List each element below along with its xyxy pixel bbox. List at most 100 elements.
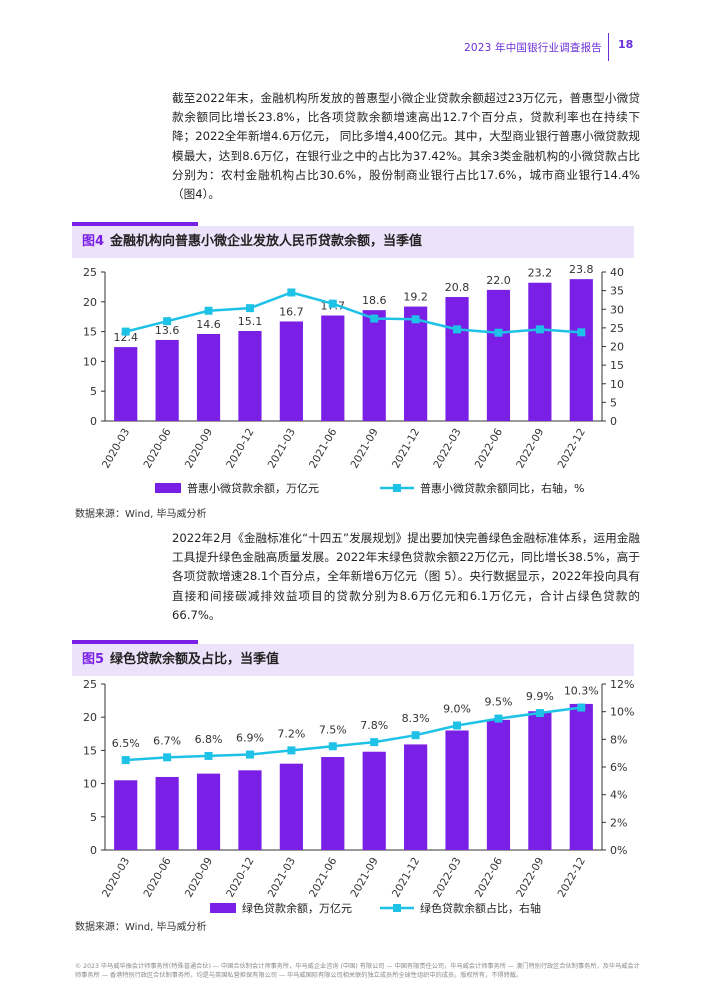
- x-axis-tick-label: 2021-06: [307, 855, 339, 899]
- right-axis-tick-label: 12%: [610, 678, 634, 691]
- bar: [155, 339, 179, 421]
- line-data-label: 7.2%: [277, 727, 305, 740]
- right-axis-tick-label: 2%: [610, 816, 627, 829]
- line-marker: [245, 750, 254, 759]
- x-axis-tick-label: 2021-12: [390, 427, 422, 471]
- right-axis-tick-label: 10: [610, 378, 624, 391]
- right-axis-tick-label: 10%: [610, 706, 634, 719]
- left-axis-tick-label: 20: [83, 711, 97, 724]
- bar: [196, 333, 221, 421]
- line-marker: [370, 314, 379, 323]
- bar-data-label: 23.2: [528, 267, 553, 280]
- x-axis-tick-label: 2020-12: [224, 427, 256, 471]
- left-axis-tick-label: 0: [90, 844, 97, 857]
- bar: [445, 730, 469, 850]
- bar: [321, 315, 345, 421]
- line-marker: [121, 756, 130, 765]
- line-marker: [287, 288, 296, 297]
- figure5-number: 图5: [82, 652, 105, 667]
- line-marker: [287, 746, 296, 755]
- bar-data-label: 18.6: [362, 294, 387, 307]
- x-axis-tick-label: 2021-03: [266, 856, 298, 900]
- bar: [528, 282, 552, 421]
- bar: [404, 306, 428, 421]
- line-marker: [411, 315, 420, 324]
- line-marker: [535, 325, 544, 334]
- legend-bar-swatch: [155, 483, 181, 493]
- bar-data-label: 22.0: [486, 274, 511, 287]
- left-axis-tick-label: 10: [83, 778, 97, 791]
- figure5-chart: 0 5 10 15 20 25 0% 2% 4% 6% 8% 10% 12% 6.5% 6.7% 6.8% 6.…: [83, 678, 634, 914]
- bar: [486, 719, 511, 850]
- line-marker: [577, 703, 586, 712]
- x-axis-tick-label: 2020-09: [183, 427, 215, 471]
- line-data-label: 10.3%: [564, 685, 599, 698]
- x-axis-tick-label: 2022-06: [473, 426, 505, 470]
- line-marker: [453, 721, 462, 730]
- right-axis-tick-label: 0%: [610, 844, 627, 857]
- bar-data-label: 20.8: [445, 281, 470, 294]
- figure4-title: 金融机构向普惠小微企业发放人民币贷款余额，当季值: [110, 234, 423, 249]
- line-data-label: 9.0%: [443, 703, 471, 716]
- bar: [362, 751, 386, 850]
- x-axis-tick-label: 2020-03: [100, 856, 132, 900]
- figure5-source: 数据来源：Wind, 毕马威分析: [75, 922, 207, 933]
- x-axis-tick-label: 2022-09: [514, 427, 546, 471]
- line-data-label: 8.3%: [402, 712, 430, 725]
- left-axis-tick-label: 25: [83, 266, 97, 279]
- left-axis-tick-label: 0: [90, 415, 97, 428]
- figure5-heading: 图5 绿色贷款余额及占比，当季值: [72, 644, 634, 676]
- right-axis-tick-label: 40: [610, 266, 624, 279]
- legend-line-marker: [393, 904, 401, 912]
- line-marker: [370, 738, 379, 747]
- right-axis-tick-label: 0: [610, 415, 617, 428]
- left-axis-tick-label: 25: [83, 678, 97, 691]
- left-axis-tick-label: 10: [83, 355, 97, 368]
- left-axis-tick-label: 15: [83, 744, 97, 757]
- left-axis-tick-label: 15: [83, 326, 97, 339]
- footer-copyright: © 2023 毕马威华振会计师事务所(特殊普通合伙) — 中国合伙制会计师事务所…: [75, 963, 640, 979]
- bar: [279, 763, 303, 850]
- line-marker: [121, 327, 130, 336]
- figure4-heading: 图4 金融机构向普惠小微企业发放人民币贷款余额，当季值: [72, 226, 634, 258]
- x-axis-tick-label: 2021-09: [348, 427, 380, 471]
- x-axis-tick-label: 2022-09: [514, 856, 546, 900]
- legend-bar-label: 绿色贷款余额，万亿元: [242, 901, 352, 914]
- bar: [238, 770, 262, 850]
- bar: [486, 289, 511, 421]
- line-data-label: 7.5%: [319, 723, 347, 736]
- right-axis-tick-label: 30: [610, 303, 624, 316]
- paragraph-green-loans: 2022年2月《金融标准化“十四五”发展规划》提出要加快完善绿色金融标准体系，运…: [172, 531, 640, 622]
- x-axis-tick-label: 2022-12: [556, 856, 588, 900]
- x-axis-tick-label: 2021-09: [348, 856, 380, 900]
- x-axis-tick-label: 2020-06: [141, 855, 173, 899]
- x-axis-tick-label: 2022-03: [431, 427, 463, 471]
- bar: [238, 331, 262, 421]
- bar: [569, 279, 593, 421]
- bar: [279, 321, 303, 421]
- x-axis-tick-label: 2022-03: [431, 856, 463, 900]
- figure4-source: 数据来源：Wind, 毕马威分析: [75, 509, 207, 520]
- right-axis-tick-label: 35: [610, 285, 624, 298]
- line-marker: [535, 709, 544, 718]
- legend-line-label: 绿色贷款余额占比，右轴: [420, 901, 541, 914]
- line-marker: [163, 317, 172, 326]
- line-marker: [453, 325, 462, 334]
- left-axis-tick-label: 20: [83, 296, 97, 309]
- figure4-top-bar: [72, 222, 198, 226]
- bar: [114, 780, 138, 850]
- bar-data-label: 23.8: [569, 263, 594, 276]
- x-axis-tick-label: 2022-06: [473, 855, 505, 899]
- report-header-title: 2023 年中国银行业调查报告: [463, 42, 602, 54]
- figure4-number: 图4: [82, 234, 105, 249]
- line-series: [125, 706, 582, 762]
- bar: [445, 297, 469, 421]
- line-marker: [411, 731, 420, 740]
- line-marker: [163, 753, 172, 762]
- legend-line-marker: [393, 484, 401, 492]
- x-axis-tick-label: 2020-03: [100, 427, 132, 471]
- bar: [528, 711, 552, 850]
- x-axis-tick-label: 2021-06: [307, 426, 339, 470]
- bar-data-label: 19.2: [403, 291, 428, 304]
- line-marker: [204, 306, 213, 315]
